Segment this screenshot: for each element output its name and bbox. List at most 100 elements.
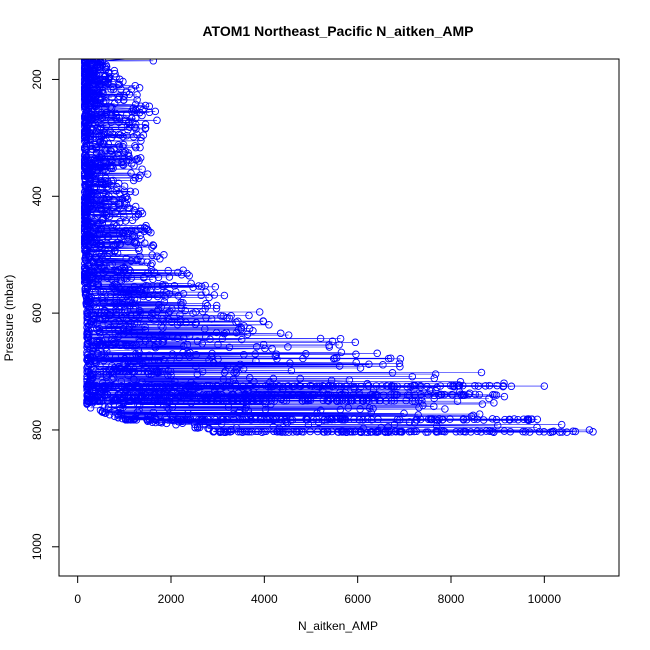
data-point [479, 416, 488, 424]
data-point [101, 198, 109, 207]
chart-title: ATOM1 Northeast_Pacific N_aitken_AMP [202, 23, 473, 39]
data-point [149, 275, 157, 284]
data-point [405, 427, 414, 436]
data-point [124, 204, 132, 212]
data-point [238, 415, 247, 424]
data-point [97, 108, 106, 117]
data-point [396, 362, 404, 371]
data-point [190, 420, 199, 429]
data-point [141, 124, 150, 132]
data-point [563, 428, 571, 436]
data-point [335, 362, 344, 370]
data-point [276, 329, 285, 338]
data-point [206, 335, 214, 343]
data-point [363, 415, 372, 424]
data-point [189, 309, 197, 317]
data-point [81, 78, 90, 87]
data-point [252, 342, 261, 351]
data-point [118, 382, 127, 391]
data-point [257, 391, 266, 400]
data-point [102, 333, 111, 341]
data-point [424, 390, 432, 399]
data-point [177, 304, 186, 312]
data-point [119, 300, 128, 309]
data-point [269, 374, 278, 383]
data-point [95, 161, 104, 170]
data-point [430, 374, 439, 383]
data-point [101, 162, 109, 171]
data-point [153, 396, 162, 405]
data-points [80, 59, 597, 437]
data-point [150, 268, 159, 277]
data-point [181, 306, 189, 315]
data-point [86, 60, 94, 68]
data-point [191, 391, 200, 399]
data-point [122, 157, 131, 165]
data-point [80, 63, 89, 72]
data-point [277, 416, 286, 424]
data-point [201, 325, 209, 333]
data-point [363, 428, 372, 437]
data-point [367, 415, 376, 424]
data-point [133, 91, 141, 99]
data-point [91, 120, 100, 128]
data-point [514, 415, 522, 424]
x-axis: 0 2000 4000 6000 8000 10000 [74, 575, 562, 606]
data-point [467, 428, 475, 436]
data-point [172, 381, 181, 390]
data-point [223, 361, 232, 370]
data-point [106, 262, 114, 270]
data-point [89, 341, 97, 349]
data-point [386, 354, 395, 362]
data-point [328, 337, 337, 345]
data-point [123, 131, 131, 140]
data-point [105, 324, 113, 332]
data-point [431, 415, 439, 424]
data-point [306, 396, 315, 405]
data-point [101, 146, 109, 154]
data-point [103, 252, 112, 261]
data-point [122, 254, 130, 263]
data-point [315, 382, 324, 390]
data-point [227, 396, 236, 405]
data-point [81, 80, 90, 89]
data-point [154, 285, 162, 293]
data-point [86, 177, 95, 185]
data-point [96, 125, 104, 134]
data-point [83, 356, 91, 364]
data-point [207, 353, 215, 361]
data-point [287, 416, 295, 424]
x-tick-label: 10000 [528, 592, 562, 606]
data-point [158, 280, 167, 289]
data-point [393, 382, 402, 391]
data-point [157, 322, 165, 330]
data-point [154, 273, 163, 282]
data-point [238, 396, 247, 405]
data-point [277, 395, 286, 403]
data-point [273, 355, 281, 363]
data-point [492, 391, 501, 399]
data-point [122, 315, 131, 323]
data-point [88, 189, 96, 198]
y-tick-label: 400 [30, 186, 44, 206]
data-point [125, 265, 133, 274]
data-point [507, 382, 516, 391]
data-point [400, 409, 408, 418]
data-point [187, 399, 195, 407]
data-point [332, 354, 341, 362]
data-point [119, 228, 127, 237]
data-point [96, 112, 104, 120]
data-point [126, 187, 135, 196]
data-point [183, 340, 192, 349]
data-point [149, 335, 158, 344]
data-point [344, 397, 353, 405]
data-point [130, 375, 138, 383]
data-point [217, 419, 226, 428]
data-point [222, 382, 231, 390]
data-point [506, 427, 515, 436]
data-point [117, 377, 126, 386]
data-point [129, 233, 137, 241]
data-point [247, 416, 255, 424]
data-point [92, 144, 100, 152]
data-point [455, 381, 464, 390]
